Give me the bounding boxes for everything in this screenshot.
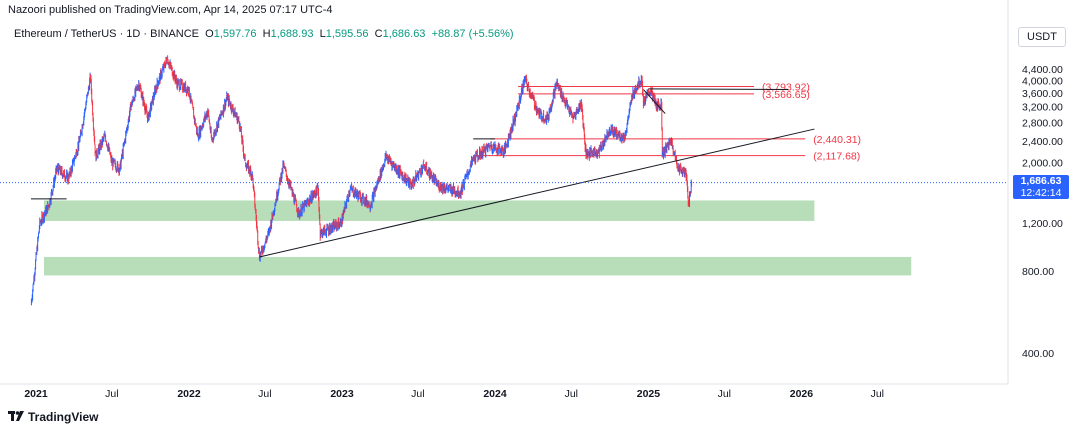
trendline-2 [643, 89, 666, 114]
price-tick-label: 2,800.00 [1022, 118, 1063, 130]
level-label-2: (3,566.65) [762, 89, 810, 101]
low-label: L [319, 28, 326, 40]
time-tick-label: 2026 [790, 388, 814, 400]
publisher-caption: Nazoori published on TradingView.com, Ap… [8, 4, 333, 16]
support-zone-2 [43, 256, 912, 276]
trendlines [30, 88, 815, 258]
trendline-3 [648, 88, 789, 91]
tradingview-logo[interactable]: TradingView [8, 410, 98, 424]
time-axis: 2021 Jul 2022 Jul 2023 Jul 2024 Jul 2025 Jul 2026 J… [24, 388, 884, 400]
time-tick-label: 2022 [177, 388, 201, 400]
price-tick-label: 4,000.00 [1022, 75, 1063, 87]
last-price-tag: 1,686.63 12:42:14 [1013, 174, 1069, 199]
price-series [30, 55, 693, 306]
time-tick-label: Jul [411, 388, 424, 400]
close-label: C [374, 28, 383, 40]
change-value: +88.87 (+5.56%) [431, 28, 514, 40]
time-tick-label: 2024 [483, 388, 507, 400]
support-zones [43, 200, 912, 276]
time-tick-label: Jul [258, 388, 271, 400]
price-tick-label: 800.00 [1022, 266, 1054, 278]
price-axis: 4,400.004,000.003,600.00 3,200.00 2,800.00… [1022, 64, 1063, 360]
close-value: 1,686.63 [382, 28, 426, 40]
low-value: 1,595.56 [325, 28, 369, 40]
price-tick-label: 4,400.00 [1022, 64, 1063, 76]
high-label: H [262, 28, 271, 40]
price-tick-label: 2,400.00 [1022, 136, 1063, 148]
high-value: 1,688.93 [270, 28, 314, 40]
bar-countdown: 12:42:14 [1020, 186, 1062, 199]
symbol-legend: Ethereum / TetherUS · 1D · BINANCE O1,59… [14, 28, 514, 40]
trendline-1 [259, 128, 815, 258]
currency-button[interactable]: USDT [1018, 27, 1066, 47]
time-tick-label: 2025 [637, 388, 661, 400]
price-tick-label: 2,000.00 [1022, 157, 1063, 169]
open-label: O [205, 28, 214, 40]
tradingview-icon [8, 411, 24, 421]
time-tick-label: Jul [718, 388, 731, 400]
level-label-3: (2,440.31) [813, 134, 861, 146]
time-tick-label: 2021 [24, 388, 48, 400]
level-label-4: (2,117.68) [813, 151, 860, 163]
open-value: 1,597.76 [213, 28, 257, 40]
symbol-title: Ethereum / TetherUS · 1D · BINANCE [14, 28, 200, 40]
price-tick-label: 400.00 [1022, 348, 1054, 360]
level-label-1: (3,793.92) [762, 82, 810, 94]
time-tick-label: Jul [565, 388, 578, 400]
support-zone-1 [43, 200, 815, 221]
brand-label: TradingView [28, 410, 99, 424]
price-tick-label: 1,200.00 [1022, 218, 1063, 230]
time-tick-label: Jul [105, 388, 118, 400]
price-tick-label: 3,600.00 [1022, 88, 1063, 100]
time-tick-label: 2023 [330, 388, 354, 400]
last-price-value: 1,686.63 [1020, 174, 1062, 187]
time-tick-label: Jul [871, 388, 884, 400]
price-tick-label: 3,200.00 [1022, 102, 1063, 114]
